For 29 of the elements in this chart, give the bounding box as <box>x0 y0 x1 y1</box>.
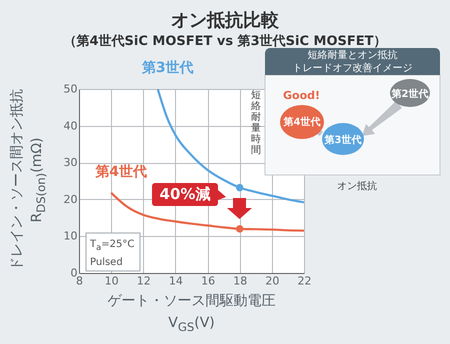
text: 第2世代 <box>390 88 430 101</box>
x-tick-label: 18 <box>233 274 248 288</box>
chart-title: オン抵抗比較 <box>170 9 280 32</box>
y-tick-label: 20 <box>64 192 78 206</box>
y-tick-label: 50 <box>64 82 78 96</box>
text: トレードオフ改善イメージ <box>292 63 412 74</box>
annotation: 第4世代 <box>282 116 322 129</box>
text: 短絡耐量とオン抵抗 <box>308 50 398 61</box>
series-label: 第3世代 <box>140 60 194 76</box>
series-label: 第4世代 <box>94 164 148 180</box>
y-tick-label: 10 <box>64 230 78 243</box>
x-tick-label: 10 <box>104 274 119 288</box>
x-tick-label: 14 <box>168 274 183 288</box>
text: 第3世代 <box>324 134 362 147</box>
annotation: 40%減 <box>152 185 218 204</box>
annotation: T$_{a}$=25°C Pulsed <box>90 238 134 270</box>
x-tick-label: 20 <box>265 274 280 288</box>
annotation: Good! <box>283 89 320 102</box>
x-tick-label: 22 <box>298 274 312 288</box>
x-axis-title: ゲート・ソース間駆動電圧 V$_{GS}$(V) <box>106 292 276 336</box>
x-tick-label: 12 <box>136 274 151 288</box>
y-tick-label: 40 <box>64 119 78 132</box>
annotation: 短絡耐量時間 <box>250 90 262 156</box>
y-tick-label: 30 <box>64 156 78 170</box>
x-tick-label: 16 <box>201 274 216 288</box>
chart-subtitle: （第4世代SiC MOSFET vs 第3世代SiC MOSFET） <box>62 33 388 50</box>
text: オン抵抗 <box>337 180 377 193</box>
y-tick-label: 0 <box>70 266 78 280</box>
x-tick-label: 8 <box>76 274 83 288</box>
